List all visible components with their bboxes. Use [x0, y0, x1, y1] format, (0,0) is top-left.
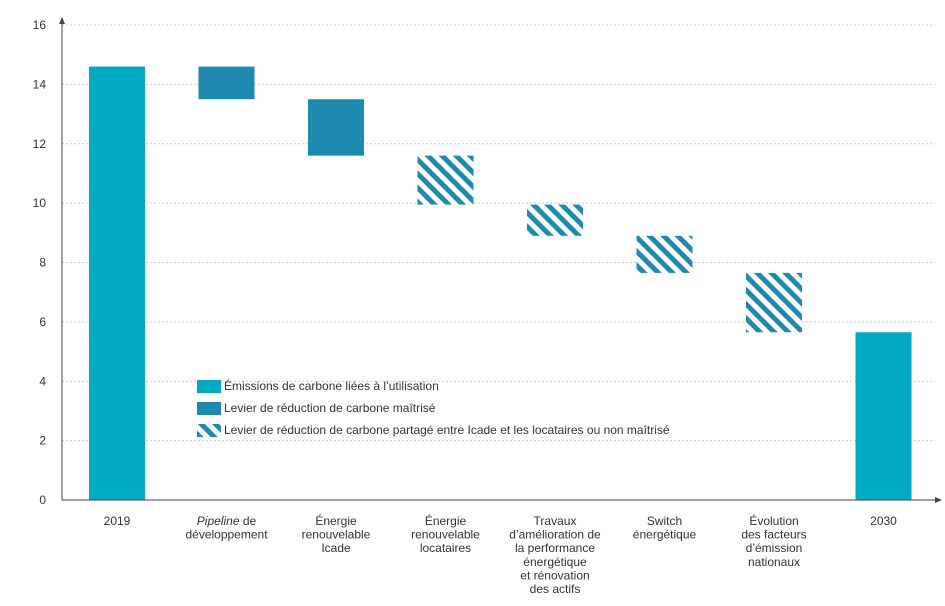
bar-shared: [527, 204, 583, 236]
y-tick-label: 8: [39, 256, 46, 270]
x-category-label: Énergie renouvelable Icade: [302, 513, 371, 555]
axes: [59, 17, 942, 503]
x-category-label: Énergie renouvelable locataires: [411, 513, 480, 555]
y-tick-label: 6: [39, 315, 46, 329]
y-tick-label: 12: [33, 137, 47, 151]
bars: [89, 66, 912, 500]
legend-swatch-total: [197, 380, 221, 393]
x-axis-arrow: [935, 497, 942, 503]
bar-controlled: [308, 99, 364, 156]
bar-shared: [636, 235, 693, 273]
legend-swatch-shared: [197, 424, 221, 437]
x-category-label: Travaux d’amélioration de la performance én…: [509, 514, 601, 596]
bar-controlled: [198, 66, 255, 100]
x-category-label: 2019: [104, 514, 131, 528]
bar-shared: [417, 155, 474, 205]
y-tick-label: 4: [39, 374, 46, 388]
y-tick-label: 14: [33, 77, 47, 91]
y-tick-label: 2: [39, 434, 46, 448]
bar-total: [89, 66, 145, 500]
x-category-label: 2030: [870, 514, 897, 528]
legend: Émissions de carbone liées à l’utilisati…: [197, 378, 670, 437]
x-category-label: Pipeline de développement: [185, 514, 268, 542]
gridlines: [62, 24, 935, 442]
x-category-label: Switch énergétique: [633, 514, 697, 542]
legend-swatch-controlled: [197, 402, 221, 415]
x-category-label: Évolution des facteurs d’émission nationaux: [741, 513, 806, 569]
axis-labels: 0 2 4 6 8 10 12 14 16 2019 Pipeline de développemen…: [33, 18, 898, 596]
bar-shared: [746, 272, 802, 333]
y-tick-label: 0: [39, 493, 46, 507]
legend-label: Émissions de carbone liées à l’utilisati…: [224, 378, 439, 393]
y-tick-label: 16: [33, 18, 47, 32]
y-tick-label: 10: [33, 196, 47, 210]
y-axis-arrow: [59, 17, 65, 24]
bar-total: [855, 332, 912, 500]
legend-label: Levier de réduction de carbone maîtrisé: [224, 401, 436, 415]
legend-label: Levier de réduction de carbone partagé e…: [224, 423, 670, 437]
